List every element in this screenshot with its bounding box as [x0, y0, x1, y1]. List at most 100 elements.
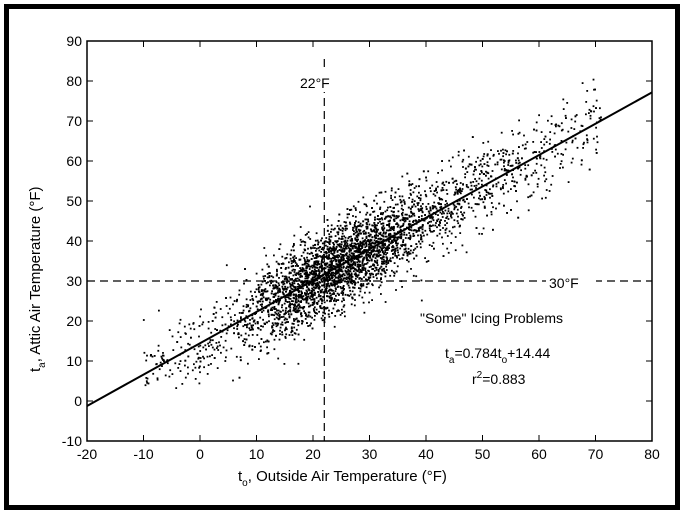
- scatter-point: [324, 278, 326, 281]
- scatter-point: [283, 282, 286, 285]
- scatter-point: [573, 128, 576, 130]
- scatter-point: [305, 267, 308, 269]
- scatter-point: [411, 205, 414, 208]
- scatter-point: [272, 284, 274, 287]
- scatter-point: [354, 282, 357, 284]
- scatter-point: [287, 321, 289, 323]
- scatter-point: [287, 266, 290, 269]
- scatter-point: [413, 200, 416, 202]
- scatter-point: [360, 255, 363, 258]
- scatter-point: [375, 233, 378, 236]
- scatter-point: [453, 180, 456, 183]
- scatter-point: [236, 328, 239, 330]
- scatter-point: [391, 240, 393, 243]
- scatter-point: [503, 160, 506, 162]
- scatter-point: [343, 235, 345, 238]
- scatter-point: [256, 334, 259, 336]
- scatter-point: [297, 304, 299, 307]
- scatter-point: [524, 143, 527, 146]
- scatter-point: [544, 196, 547, 199]
- scatter-point: [322, 314, 324, 317]
- scatter-point: [261, 311, 263, 313]
- scatter-point: [340, 241, 343, 243]
- scatter-point: [318, 272, 321, 274]
- scatter-point: [329, 278, 332, 281]
- scatter-point: [360, 277, 363, 280]
- scatter-point: [281, 321, 284, 324]
- scatter-point: [407, 237, 410, 240]
- scatter-point: [390, 187, 393, 190]
- x-tick-label: -20: [77, 446, 97, 462]
- scatter-point: [199, 315, 201, 318]
- scatter-point: [404, 213, 407, 216]
- scatter-point: [393, 251, 396, 253]
- scatter-point: [369, 246, 372, 249]
- scatter-point: [425, 260, 428, 263]
- scatter-point: [456, 192, 459, 195]
- scatter-point: [303, 281, 306, 284]
- scatter-point: [517, 132, 520, 135]
- scatter-point: [560, 153, 563, 155]
- scatter-point: [369, 238, 372, 241]
- scatter-point: [245, 298, 248, 301]
- scatter-point: [158, 309, 160, 312]
- scatter-point: [360, 271, 363, 273]
- scatter-point: [343, 310, 346, 313]
- scatter-point: [238, 289, 241, 292]
- scatter-point: [554, 155, 556, 158]
- scatter-point: [409, 238, 411, 241]
- scatter-point: [381, 218, 384, 221]
- scatter-point: [373, 269, 376, 272]
- scatter-point: [315, 247, 318, 250]
- scatter-point: [309, 238, 312, 240]
- scatter-point: [453, 208, 456, 211]
- scatter-point: [293, 271, 296, 273]
- scatter-point: [461, 188, 464, 190]
- scatter-point: [367, 220, 370, 223]
- scatter-point: [378, 191, 381, 194]
- scatter-point: [374, 266, 377, 269]
- scatter-point: [349, 254, 352, 257]
- scatter-point: [365, 205, 368, 208]
- scatter-point: [359, 270, 362, 273]
- scatter-point: [420, 215, 423, 217]
- scatter-point: [349, 247, 351, 250]
- scatter-point: [590, 110, 592, 113]
- scatter-point: [274, 294, 277, 297]
- scatter-point: [328, 295, 331, 298]
- scatter-point: [379, 206, 382, 209]
- scatter-point: [259, 345, 262, 348]
- scatter-point: [279, 316, 281, 319]
- scatter-point: [378, 267, 381, 270]
- scatter-point: [335, 299, 338, 301]
- scatter-point: [463, 217, 466, 219]
- scatter-point: [246, 323, 249, 326]
- scatter-point: [348, 248, 351, 251]
- scatter-point: [338, 261, 341, 264]
- scatter-point: [369, 233, 372, 236]
- scatter-point: [409, 236, 412, 239]
- scatter-point: [238, 336, 240, 339]
- scatter-point: [257, 301, 259, 304]
- scatter-point: [377, 270, 380, 273]
- scatter-point: [277, 295, 280, 298]
- scatter-point: [233, 300, 236, 302]
- scatter-point: [340, 256, 343, 258]
- scatter-point: [391, 246, 393, 248]
- scatter-point: [288, 300, 291, 303]
- scatter-point: [386, 209, 389, 212]
- scatter-point: [344, 253, 347, 256]
- scatter-point: [307, 295, 310, 298]
- scatter-point: [521, 157, 523, 160]
- scatter-point: [512, 176, 514, 179]
- scatter-point: [322, 311, 325, 314]
- scatter-point: [168, 329, 171, 331]
- scatter-point: [347, 247, 350, 249]
- scatter-point: [216, 345, 219, 348]
- scatter-point: [345, 280, 348, 283]
- scatter-point: [162, 354, 165, 357]
- scatter-point: [326, 245, 329, 248]
- scatter-point: [332, 228, 335, 231]
- scatter-point: [241, 312, 244, 314]
- scatter-point: [375, 241, 378, 243]
